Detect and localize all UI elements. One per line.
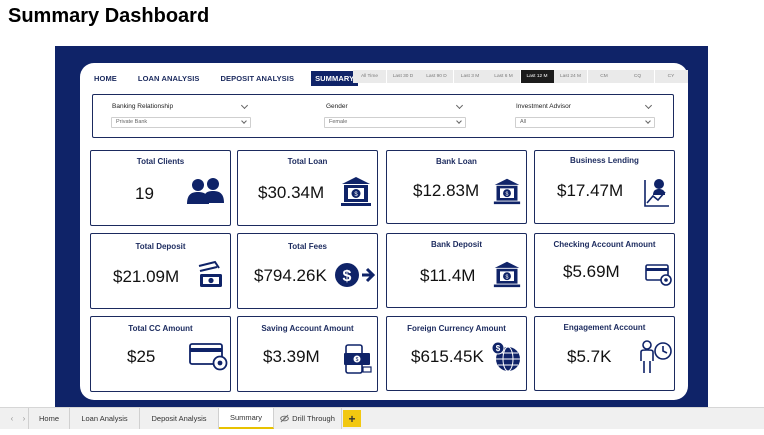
users-icon (187, 178, 224, 204)
card-title: Total Clients (136, 157, 185, 166)
chevron-down-icon (241, 118, 247, 124)
cash-stack-icon: $ (344, 344, 372, 374)
svg-text:$: $ (506, 274, 509, 280)
card-value: $21.09M (113, 267, 180, 286)
kpi-card-foreign-currency-amount[interactable]: Foreign Currency Amount $615.45K $ (386, 316, 527, 391)
globe-dollar-icon: $ (491, 341, 520, 372)
time-tab-cq[interactable]: CQ (621, 70, 654, 83)
card-value: $30.34M (258, 183, 325, 202)
bank-dollar-icon: $ (341, 177, 371, 206)
card-title: Total Loan (287, 157, 328, 166)
nav-summary[interactable]: SUMMARY (311, 70, 359, 86)
chevron-down-icon[interactable] (240, 101, 249, 110)
gender-value: Female (329, 119, 348, 125)
card-title: Total Fees (288, 242, 327, 251)
card-title: Business Lending (570, 156, 639, 165)
dollar-arrow-icon: $ (335, 263, 375, 287)
top-nav: HOME LOAN ANALYSIS DEPOSIT ANALYSIS SUMM… (90, 70, 371, 86)
time-tab-all-time[interactable]: All Time (353, 70, 386, 83)
card-title: Bank Loan (436, 157, 477, 166)
filter-label-investment-advisor: Investment Advisor (516, 103, 571, 110)
sheet-tab-label: Drill Through (292, 414, 335, 423)
gender-select[interactable]: Female (324, 117, 466, 128)
kpi-card-total-deposit[interactable]: Total Deposit $21.09M (90, 233, 231, 309)
kpi-card-total-cc-amount[interactable]: Total CC Amount $25 (90, 316, 231, 392)
money-hand-icon (198, 260, 222, 287)
card-value: 19 (135, 184, 154, 203)
card-value: $25 (127, 347, 156, 366)
time-tab-last-30-d[interactable]: Last 30 D (386, 70, 420, 83)
svg-text:$: $ (506, 191, 509, 197)
chevron-down-icon[interactable] (644, 101, 653, 110)
card-title: Checking Account Amount (553, 240, 656, 249)
time-tab-last-6-m[interactable]: Last 6 M (487, 70, 520, 83)
card-title: Bank Deposit (430, 240, 483, 249)
time-tab-cy[interactable]: CY (654, 70, 688, 83)
filter-label-banking-relationship: Banking Relationship (112, 103, 174, 110)
time-tab-last-12-m[interactable]: Last 12 M (520, 70, 554, 83)
card-gear-icon (645, 264, 672, 286)
sheet-tab-home[interactable]: Home (28, 408, 70, 429)
kpi-card-engagement-account[interactable]: Engagement Account $5.7K (534, 316, 675, 391)
kpi-card-saving-account-amount[interactable]: Saving Account Amount $3.39M $ (237, 316, 378, 392)
sheet-tab-deposit-analysis[interactable]: Deposit Analysis (140, 408, 219, 429)
sheet-tab-loan-analysis[interactable]: Loan Analysis (70, 408, 140, 429)
card-title: Saving Account Amount (261, 324, 354, 333)
person-clock-icon (640, 340, 672, 373)
chevron-down-icon (645, 118, 651, 124)
card-value: $5.7K (567, 347, 612, 366)
chevron-down-icon[interactable] (455, 101, 464, 110)
time-filter-tabs: All Time Last 30 D Last 90 D Last 3 M La… (353, 70, 688, 83)
card-value: $11.4M (420, 266, 476, 285)
filter-label-gender: Gender (326, 103, 348, 110)
chevron-down-icon (456, 118, 462, 124)
card-gear-icon (189, 343, 228, 371)
kpi-card-total-fees[interactable]: Total Fees $794.26K $ (237, 233, 378, 309)
time-tab-last-90-d[interactable]: Last 90 D (420, 70, 453, 83)
time-tab-cm[interactable]: CM (587, 70, 621, 83)
sheet-tab-summary[interactable]: Summary (219, 408, 274, 429)
banking-relationship-select[interactable]: Private Bank (111, 117, 251, 128)
bank-dollar-icon: $ (493, 261, 521, 288)
nav-loan-analysis[interactable]: LOAN ANALYSIS (137, 73, 200, 83)
svg-text:$: $ (343, 268, 352, 285)
person-chart-icon (644, 179, 669, 207)
svg-text:$: $ (356, 357, 359, 363)
kpi-card-checking-account-amount[interactable]: Checking Account Amount $5.69M (534, 233, 675, 308)
svg-text:$: $ (496, 344, 501, 353)
banking-relationship-value: Private Bank (116, 119, 148, 125)
investment-advisor-select[interactable]: All (515, 117, 655, 128)
sheet-tab-drill-through[interactable]: Drill Through (274, 408, 342, 429)
card-value: $17.47M (557, 181, 624, 200)
card-value: $615.45K (411, 347, 484, 366)
nav-home[interactable]: HOME (94, 73, 117, 83)
kpi-card-business-lending[interactable]: Business Lending $17.47M (534, 150, 675, 224)
investment-advisor-value: All (520, 119, 527, 125)
card-title: Total Deposit (135, 242, 186, 251)
kpi-card-total-loan[interactable]: Total Loan $30.34M $ (237, 150, 378, 226)
card-title: Total CC Amount (128, 324, 193, 333)
sheet-tab-bar: ‹ › Home Loan Analysis Deposit Analysis … (0, 407, 764, 429)
page-title: Summary Dashboard (8, 5, 210, 27)
add-page-button[interactable]: + (343, 410, 361, 427)
kpi-card-bank-deposit[interactable]: Bank Deposit $11.4M $ (386, 233, 527, 308)
chevron-right-icon[interactable]: › (22, 414, 26, 423)
time-tab-last-24-m[interactable]: Last 24 M (554, 70, 587, 83)
nav-deposit-analysis[interactable]: DEPOSIT ANALYSIS (220, 73, 295, 83)
kpi-card-bank-loan[interactable]: Bank Loan $12.83M $ (386, 150, 527, 224)
card-title: Foreign Currency Amount (407, 324, 506, 333)
time-tab-last-3-m[interactable]: Last 3 M (453, 70, 487, 83)
kpi-card-total-clients[interactable]: Total Clients 19 (90, 150, 231, 226)
hidden-eye-icon (280, 414, 289, 423)
card-value: $12.83M (413, 181, 480, 200)
bank-dollar-icon: $ (493, 178, 521, 205)
card-value: $5.69M (563, 262, 620, 281)
card-title: Engagement Account (563, 323, 646, 332)
svg-text:$: $ (354, 192, 358, 198)
card-value: $794.26K (254, 266, 327, 285)
chevron-left-icon[interactable]: ‹ (10, 414, 14, 423)
filter-panel: Banking Relationship Private Bank Gender… (92, 94, 674, 138)
card-value: $3.39M (263, 347, 320, 366)
